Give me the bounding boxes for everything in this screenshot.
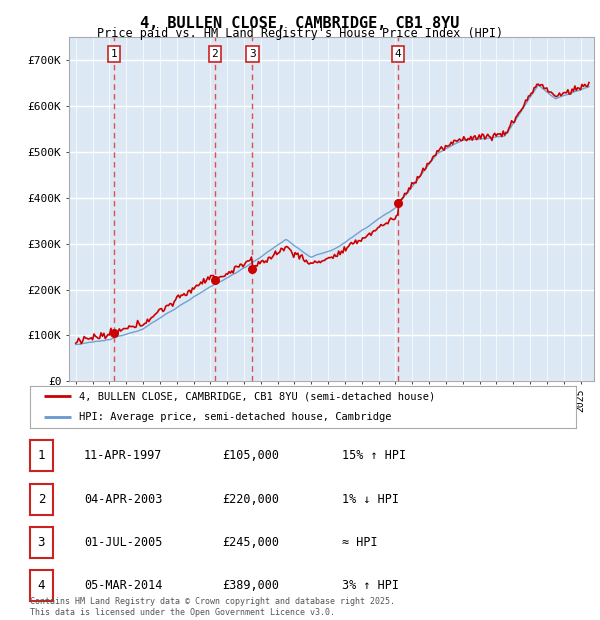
Text: £220,000: £220,000 (222, 493, 279, 505)
Text: 04-APR-2003: 04-APR-2003 (84, 493, 163, 505)
Text: £105,000: £105,000 (222, 450, 279, 462)
Text: 11-APR-1997: 11-APR-1997 (84, 450, 163, 462)
Text: 1: 1 (38, 450, 45, 462)
Text: 4, BULLEN CLOSE, CAMBRIDGE, CB1 8YU (semi-detached house): 4, BULLEN CLOSE, CAMBRIDGE, CB1 8YU (sem… (79, 391, 436, 401)
Text: 3: 3 (38, 536, 45, 549)
Text: 3% ↑ HPI: 3% ↑ HPI (342, 580, 399, 592)
Text: 01-JUL-2005: 01-JUL-2005 (84, 536, 163, 549)
Text: 15% ↑ HPI: 15% ↑ HPI (342, 450, 406, 462)
Text: 2: 2 (38, 493, 45, 505)
Text: £389,000: £389,000 (222, 580, 279, 592)
Text: 3: 3 (249, 49, 256, 60)
Text: Price paid vs. HM Land Registry's House Price Index (HPI): Price paid vs. HM Land Registry's House … (97, 27, 503, 40)
Text: 4: 4 (38, 580, 45, 592)
Text: ≈ HPI: ≈ HPI (342, 536, 377, 549)
Text: HPI: Average price, semi-detached house, Cambridge: HPI: Average price, semi-detached house,… (79, 412, 392, 422)
Text: 1: 1 (111, 49, 118, 60)
Text: 4: 4 (395, 49, 401, 60)
Text: 4, BULLEN CLOSE, CAMBRIDGE, CB1 8YU: 4, BULLEN CLOSE, CAMBRIDGE, CB1 8YU (140, 16, 460, 30)
Text: £245,000: £245,000 (222, 536, 279, 549)
Text: 2: 2 (211, 49, 218, 60)
Text: Contains HM Land Registry data © Crown copyright and database right 2025.
This d: Contains HM Land Registry data © Crown c… (30, 598, 395, 617)
Text: 1% ↓ HPI: 1% ↓ HPI (342, 493, 399, 505)
Text: 05-MAR-2014: 05-MAR-2014 (84, 580, 163, 592)
